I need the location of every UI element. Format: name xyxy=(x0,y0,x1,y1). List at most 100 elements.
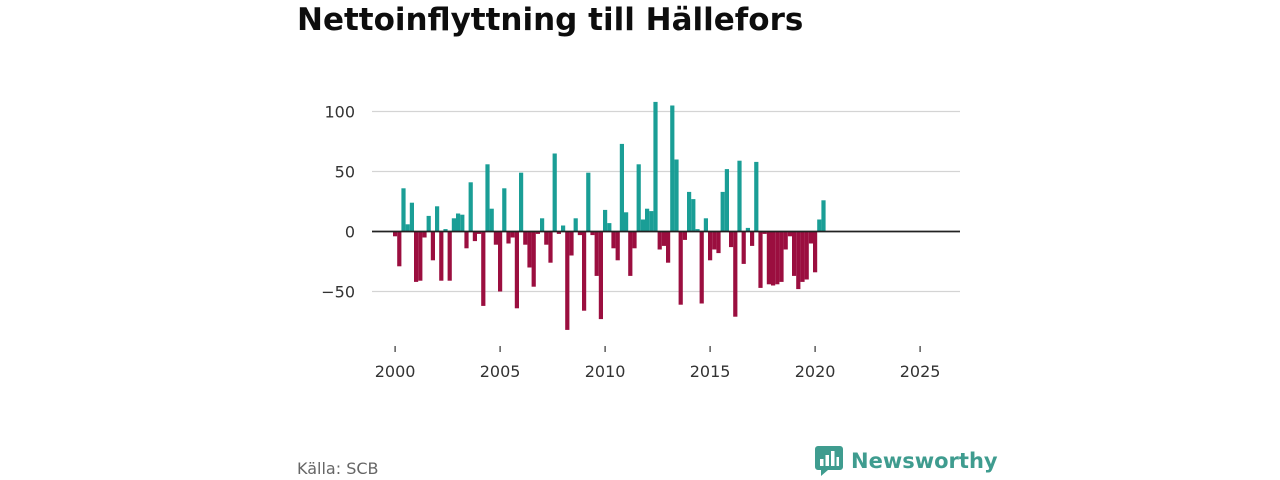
bar xyxy=(775,231,780,285)
bar xyxy=(418,231,423,281)
bar xyxy=(787,231,792,237)
bar xyxy=(792,231,797,276)
bar xyxy=(561,225,566,232)
bar xyxy=(544,231,549,245)
bar xyxy=(405,224,410,232)
bar xyxy=(678,231,683,305)
bar xyxy=(800,231,805,282)
bar xyxy=(439,231,444,281)
bar xyxy=(666,231,671,263)
bar xyxy=(393,231,398,237)
bar xyxy=(729,231,734,248)
bar-chart-badge-icon xyxy=(815,446,843,476)
bar xyxy=(468,182,473,232)
bar xyxy=(657,231,662,250)
bar xyxy=(716,231,721,254)
source-label: Källa: SCB xyxy=(297,459,379,478)
bar xyxy=(682,231,687,240)
y-tick-label: 0 xyxy=(345,223,355,242)
bar xyxy=(548,231,553,263)
bar xyxy=(506,231,511,244)
bar xyxy=(817,219,822,232)
bar xyxy=(472,231,477,242)
bar xyxy=(745,227,750,232)
bars xyxy=(393,101,826,330)
bar xyxy=(741,231,746,264)
bar xyxy=(699,231,704,304)
bar xyxy=(414,231,419,282)
bar xyxy=(808,231,813,244)
bar xyxy=(540,218,545,232)
x-tick-label: 2015 xyxy=(690,362,731,381)
bar xyxy=(477,231,482,234)
bar xyxy=(456,213,461,232)
y-tick-label: 100 xyxy=(324,103,355,122)
bar xyxy=(771,231,776,286)
x-tick-label: 2000 xyxy=(375,362,416,381)
bar xyxy=(708,231,713,261)
bar xyxy=(514,231,519,309)
bar xyxy=(687,191,692,232)
bar xyxy=(577,231,582,236)
bar xyxy=(766,231,771,285)
bar xyxy=(691,199,696,232)
bar xyxy=(510,231,515,238)
bar xyxy=(527,231,532,268)
bar xyxy=(695,229,700,232)
bar xyxy=(523,231,528,245)
bar xyxy=(720,191,725,232)
bar xyxy=(754,161,759,232)
bar xyxy=(750,231,755,246)
bar xyxy=(519,172,524,232)
bar xyxy=(556,231,561,234)
bar xyxy=(531,231,536,287)
bar xyxy=(724,169,729,232)
y-axis-ticks: 100 50 0 −50 xyxy=(321,103,355,302)
bar xyxy=(640,219,645,232)
bar xyxy=(464,231,469,249)
bar xyxy=(409,202,414,232)
chart-title: Nettoinflyttning till Hällefors xyxy=(297,2,804,38)
bar xyxy=(628,231,633,276)
bar xyxy=(569,231,574,256)
bar xyxy=(590,231,595,236)
bar xyxy=(653,101,658,232)
bar xyxy=(624,212,629,232)
bar xyxy=(460,214,465,232)
bar xyxy=(661,231,666,246)
bar xyxy=(783,231,788,250)
x-tick-label: 2005 xyxy=(480,362,521,381)
bar xyxy=(670,105,675,232)
bar xyxy=(674,159,679,232)
bar xyxy=(804,231,809,280)
brand-logo: Newsworthy xyxy=(815,446,998,476)
bar xyxy=(498,231,503,292)
y-tick-label: 50 xyxy=(335,163,355,182)
x-tick-label: 2010 xyxy=(585,362,626,381)
bar xyxy=(502,188,507,232)
bar xyxy=(636,164,641,232)
bar xyxy=(451,218,456,232)
bar xyxy=(573,218,578,232)
bar xyxy=(535,231,540,234)
bar xyxy=(796,231,801,290)
bar xyxy=(422,231,427,238)
x-tick-label: 2025 xyxy=(900,362,941,381)
x-axis-ticks: 2000 2005 2010 2015 2020 2025 xyxy=(375,346,941,381)
bar xyxy=(426,215,431,232)
bar xyxy=(594,231,599,276)
bar xyxy=(733,231,738,317)
bar xyxy=(489,208,494,232)
bar xyxy=(758,231,763,288)
bar xyxy=(598,231,603,320)
bar xyxy=(821,200,826,232)
bar xyxy=(813,231,818,273)
bar xyxy=(435,206,440,232)
bar xyxy=(565,231,570,330)
bar xyxy=(762,231,767,234)
bar xyxy=(607,223,612,232)
bar xyxy=(493,231,498,245)
bar xyxy=(485,164,490,232)
bar xyxy=(582,231,587,311)
